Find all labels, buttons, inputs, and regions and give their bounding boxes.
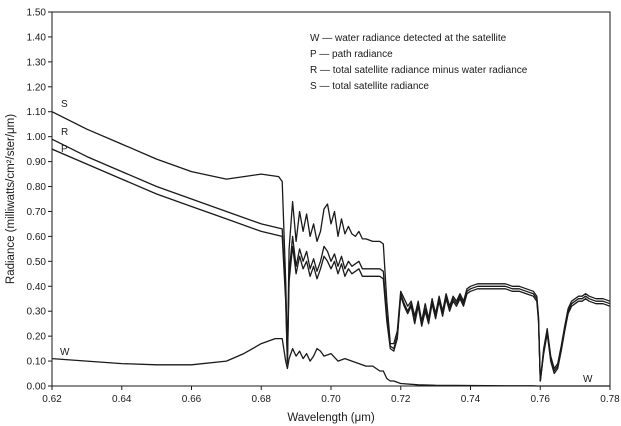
y-tick-label: 0.70	[27, 207, 47, 218]
x-tick-label: 0.76	[531, 394, 551, 405]
y-tick-label: 0.50	[27, 257, 47, 268]
y-tick-label: 0.80	[27, 182, 47, 193]
x-tick-label: 0.64	[112, 394, 132, 405]
y-tick-label: 1.30	[27, 57, 47, 68]
x-tick-label: 0.74	[461, 394, 481, 405]
y-tick-label: 0.10	[27, 357, 47, 368]
y-tick-label: 0.30	[27, 307, 47, 318]
y-tick-label: 0.60	[27, 232, 47, 243]
series-line-w	[51, 337, 610, 387]
x-axis-title: Wavelength (μm)	[287, 412, 375, 424]
curve-label-s: S	[61, 99, 68, 110]
x-tick-label: 0.66	[182, 394, 202, 405]
series-line-s	[51, 111, 611, 382]
series-line-r	[51, 138, 611, 382]
y-tick-label: 1.40	[27, 32, 47, 43]
y-axis-title: Radiance (milliwatts/cm²/ster/μm)	[5, 114, 17, 284]
x-tick-label: 0.78	[600, 394, 620, 405]
x-tick-label: 0.70	[321, 394, 341, 405]
y-tick-label: 0.40	[27, 282, 47, 293]
x-tick-label: 0.68	[252, 394, 272, 405]
y-tick-label: 0.00	[27, 382, 47, 393]
x-tick-label: 0.62	[42, 394, 62, 405]
legend-entry-p: P — path radiance	[310, 49, 393, 60]
curve-label-r: R	[61, 127, 68, 138]
y-tick-label: 1.50	[27, 8, 47, 19]
y-tick-label: 1.10	[27, 107, 47, 118]
legend-entry-w: W — water radiance detected at the satel…	[310, 33, 507, 44]
curve-label-p: P	[61, 144, 68, 155]
y-tick-label: 0.90	[27, 157, 47, 168]
legend-entry-s: S — total satellite radiance	[310, 81, 429, 92]
curve-label-w-left: W	[60, 347, 70, 358]
x-tick-label: 0.72	[391, 394, 411, 405]
y-tick-label: 1.00	[27, 132, 47, 143]
y-tick-label: 0.20	[27, 332, 47, 343]
curve-label-w-right: W	[583, 374, 593, 385]
series-lines	[51, 111, 611, 387]
legend: W — water radiance detected at the satel…	[310, 33, 528, 92]
legend-entry-r: R — total satellite radiance minus water…	[310, 65, 528, 76]
series-line-p	[51, 148, 611, 382]
y-tick-label: 1.20	[27, 82, 47, 93]
axis-ticks: 0.62 0.64 0.66 0.68 0.70 0.72 0.74 0.76 0.78 0.00…	[27, 8, 621, 406]
